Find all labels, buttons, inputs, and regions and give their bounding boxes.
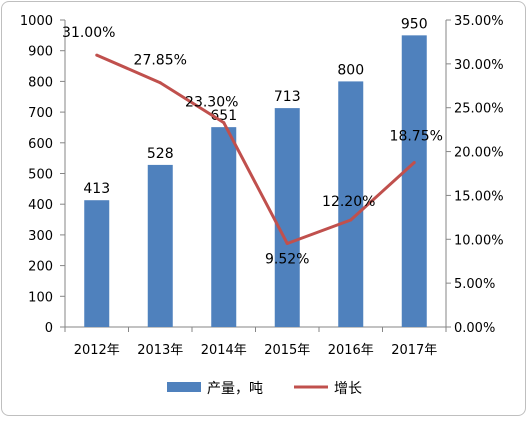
growth-line	[96, 53, 416, 245]
x-tick-label: 2015年	[264, 343, 310, 358]
bar-data-label: 950	[401, 16, 428, 32]
y-left-tick-label: 1000	[20, 14, 53, 29]
x-tick-label: 2013年	[137, 343, 183, 358]
y-right-tick-label: 10.00%	[454, 233, 504, 248]
y-left-tick-label: 500	[28, 168, 53, 183]
legend-bar-swatch	[167, 382, 201, 392]
bar	[211, 127, 237, 327]
y-left-tick-label: 0	[45, 321, 53, 336]
bar	[338, 81, 364, 328]
y-left-tick-label: 900	[28, 45, 53, 60]
line-point	[412, 161, 416, 165]
y-right-tick-label: 25.00%	[454, 102, 504, 117]
bar-data-label: 528	[147, 146, 174, 162]
y-left-tick-label: 400	[28, 198, 53, 213]
bar	[147, 164, 173, 327]
line-point	[285, 241, 289, 245]
y-left-tick-label: 300	[28, 229, 53, 244]
y-right-tick-label: 5.00%	[454, 277, 495, 292]
bar-data-label: 413	[83, 181, 110, 197]
bar	[274, 108, 300, 327]
x-tick-label: 2014年	[201, 343, 247, 358]
y-left-tick-label: 700	[28, 106, 53, 121]
y-left-tick-label: 200	[28, 260, 53, 275]
line-point	[158, 81, 162, 85]
y-right-tick-label: 30.00%	[454, 58, 504, 73]
bar	[84, 200, 110, 327]
y-right-tick-label: 20.00%	[454, 146, 504, 161]
line-data-label: 23.30%	[185, 95, 238, 111]
y-left-tick-label: 100	[28, 290, 53, 305]
chart: 0 100 200 300 400 500 600 700 800 900 1000 0.00% 5.0…	[20, 14, 504, 397]
legend-line-label: 增长	[334, 381, 362, 397]
line-data-label: 12.20%	[322, 194, 375, 210]
x-tick-label: 2016年	[328, 343, 374, 358]
y-left-tick-label: 800	[28, 75, 53, 90]
line-point	[349, 218, 353, 222]
y-right-tick-label: 35.00%	[454, 14, 504, 29]
y-left-tick-label: 600	[28, 137, 53, 152]
bar	[401, 35, 427, 327]
line-data-label: 18.75%	[390, 129, 443, 145]
legend-bar-label: 产量，吨	[207, 381, 263, 397]
x-tick-label: 2012年	[74, 343, 120, 358]
line-data-label: 31.00%	[62, 25, 115, 41]
bar-data-label: 713	[274, 89, 301, 105]
y-right-tick-label: 15.00%	[454, 189, 504, 204]
x-tick-label: 2017年	[391, 343, 437, 358]
chart-frame: 0 100 200 300 400 500 600 700 800 900 1000 0.00% 5.0…	[1, 1, 526, 416]
line-data-label: 27.85%	[134, 53, 187, 69]
line-data-label: 9.52%	[265, 251, 309, 267]
line-point	[95, 53, 99, 57]
bar-data-label: 800	[337, 62, 364, 78]
y-right-tick-label: 0.00%	[454, 321, 495, 336]
line-point	[222, 121, 226, 125]
